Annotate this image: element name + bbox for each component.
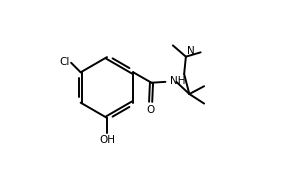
Text: OH: OH (99, 135, 115, 145)
Text: Cl: Cl (59, 57, 69, 67)
Text: N: N (187, 46, 194, 56)
Text: O: O (147, 105, 155, 115)
Text: NH: NH (170, 76, 185, 86)
